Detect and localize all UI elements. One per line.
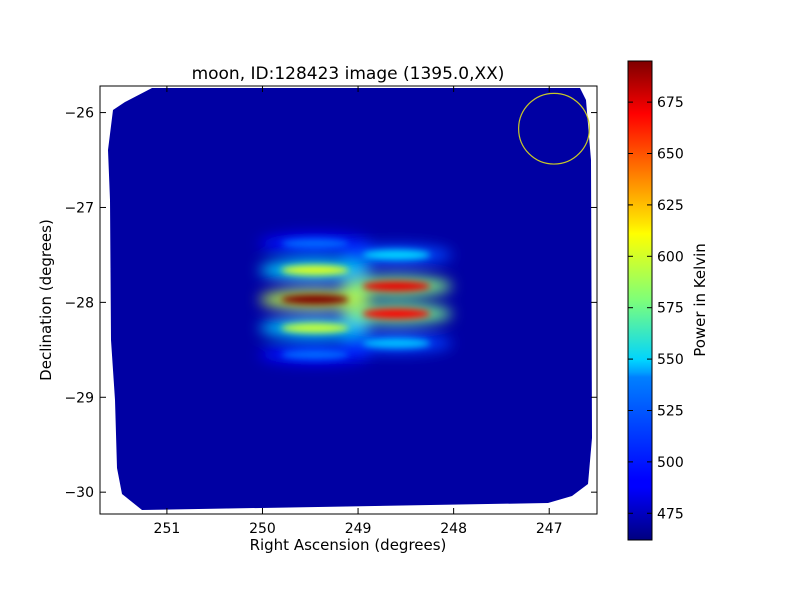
heatmap-source-1 (281, 265, 350, 276)
colorbar: 475 500 525 550 575 600 625 650 675 Power in Kel… (627, 60, 709, 541)
colorbar-tick-label: 600 (657, 249, 684, 265)
y-tick-label: −30 (64, 485, 94, 501)
y-tick-label: −26 (64, 106, 94, 122)
x-tick-label: 247 (536, 521, 563, 537)
heatmap-source-5 (281, 238, 350, 249)
colorbar-tick-label: 550 (657, 352, 684, 368)
colorbar-tick-label: 525 (657, 403, 684, 419)
heatmap-core (281, 238, 431, 360)
colorbar-tick-label: 675 (657, 95, 684, 111)
y-axis: −26 −27 −28 −29 −30 (64, 106, 597, 501)
colorbar-tick-label: 475 (657, 506, 684, 522)
heatmap-source-3 (281, 322, 350, 333)
x-axis-label: Right Ascension (degrees) (250, 536, 447, 554)
x-tick-label: 248 (440, 521, 467, 537)
colorbar-tick-label: 575 (657, 301, 684, 317)
chart-title: moon, ID:128423 image (1395.0,XX) (192, 64, 505, 84)
colorbar-label: Power in Kelvin (691, 243, 709, 357)
colorbar-tick-label: 625 (657, 198, 684, 214)
y-axis-label: Declination (degrees) (37, 219, 55, 381)
y-tick-label: −29 (64, 390, 94, 406)
colorbar-gradient (627, 60, 653, 541)
colorbar-tick-label: 500 (657, 455, 684, 471)
heatmap-source-6 (362, 249, 431, 260)
plot-area (99, 85, 598, 515)
heatmap-source-8 (362, 308, 431, 319)
x-tick-label: 250 (249, 521, 276, 537)
plot-frame (99, 85, 598, 515)
heatmap-source-9 (362, 338, 431, 349)
colorbar-ticks: 475 500 525 550 575 600 625 650 675 (628, 95, 684, 522)
heatmap-source-2 (281, 294, 350, 305)
heatmap-source-4 (281, 349, 350, 360)
x-tick-label: 251 (154, 521, 181, 537)
heatmap-source-7 (362, 281, 431, 292)
x-tick-label: 249 (345, 521, 372, 537)
y-tick-label: −28 (64, 295, 94, 311)
beam-circle-marker (518, 92, 590, 165)
x-axis: 251 250 249 248 247 (154, 86, 563, 537)
colorbar-tick-label: 650 (657, 147, 684, 163)
y-tick-label: −27 (64, 200, 94, 216)
